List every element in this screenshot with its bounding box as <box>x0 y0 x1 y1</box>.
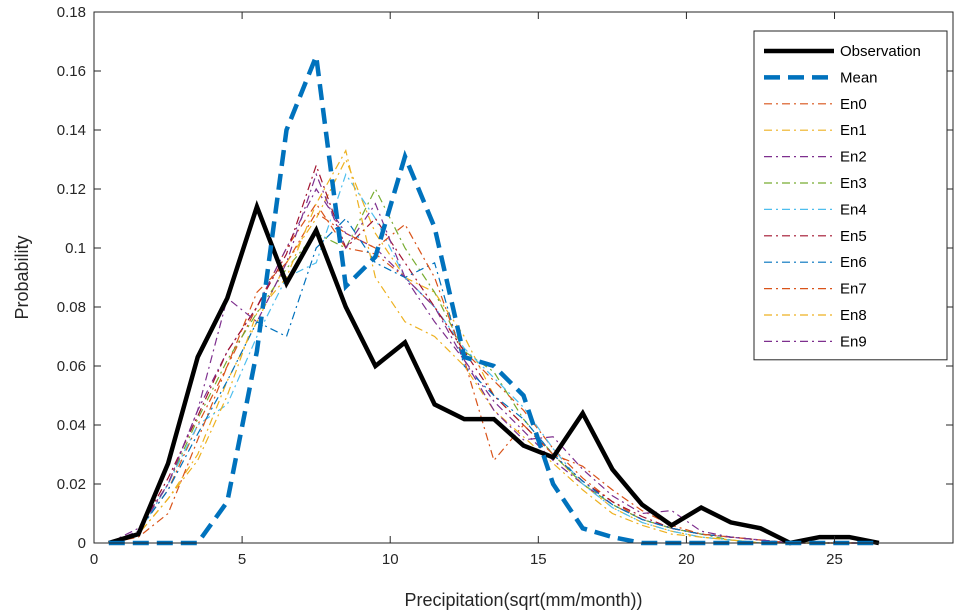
legend-label-en4: En4 <box>840 201 867 218</box>
legend: Observation Mean En0 En1 En2 En3 En4 En5 En6 En7 E… <box>753 30 948 361</box>
x-axis-label: Precipitation(sqrt(mm/month)) <box>404 590 642 610</box>
legend-label-en0: En0 <box>840 96 867 113</box>
y-tick-label: 0.08 <box>57 299 86 316</box>
y-tick-label: 0.02 <box>57 476 86 493</box>
y-tick-label: 0.06 <box>57 358 86 375</box>
series-line-observation <box>108 199 880 546</box>
x-tick-label: 15 <box>530 551 547 568</box>
legend-label-en8: En8 <box>840 307 867 324</box>
y-tick-label: 0.16 <box>57 63 86 80</box>
x-tick-label: 5 <box>238 551 246 568</box>
y-tick-label: 0.18 <box>57 4 86 21</box>
x-tick-label: 10 <box>382 551 399 568</box>
y-tick-label: 0.14 <box>57 122 86 139</box>
series-line-en9 <box>108 172 879 544</box>
legend-label-en6: En6 <box>840 254 867 271</box>
y-tick-label: 0.1 <box>65 240 86 257</box>
y-tick-label: 0.12 <box>57 181 86 198</box>
y-tick-label: 0 <box>78 535 86 552</box>
legend-box <box>753 30 948 361</box>
legend-label-en2: En2 <box>840 149 867 166</box>
x-tick-label: 0 <box>90 551 98 568</box>
legend-label-mean: Mean <box>840 69 878 86</box>
legend-label-en9: En9 <box>840 333 867 350</box>
y-axis-label: Probability <box>12 235 32 319</box>
y-tick-label: 0.04 <box>57 417 86 434</box>
plot-area-frame <box>93 11 954 544</box>
series-line-en2 <box>108 187 879 544</box>
legend-label-en7: En7 <box>840 281 867 298</box>
x-tick-label: 20 <box>678 551 695 568</box>
legend-label-en5: En5 <box>840 228 867 245</box>
x-axis-ticks: 0 5 10 15 20 25 <box>90 12 843 568</box>
y-axis-ticks: 0 0.02 0.04 0.06 0.08 0.1 0.12 0.14 0.16 0.18 <box>57 4 953 552</box>
legend-label-en1: En1 <box>840 122 867 139</box>
legend-label-observation: Observation <box>840 43 921 60</box>
x-tick-label: 25 <box>826 551 843 568</box>
legend-label-en3: En3 <box>840 175 867 192</box>
